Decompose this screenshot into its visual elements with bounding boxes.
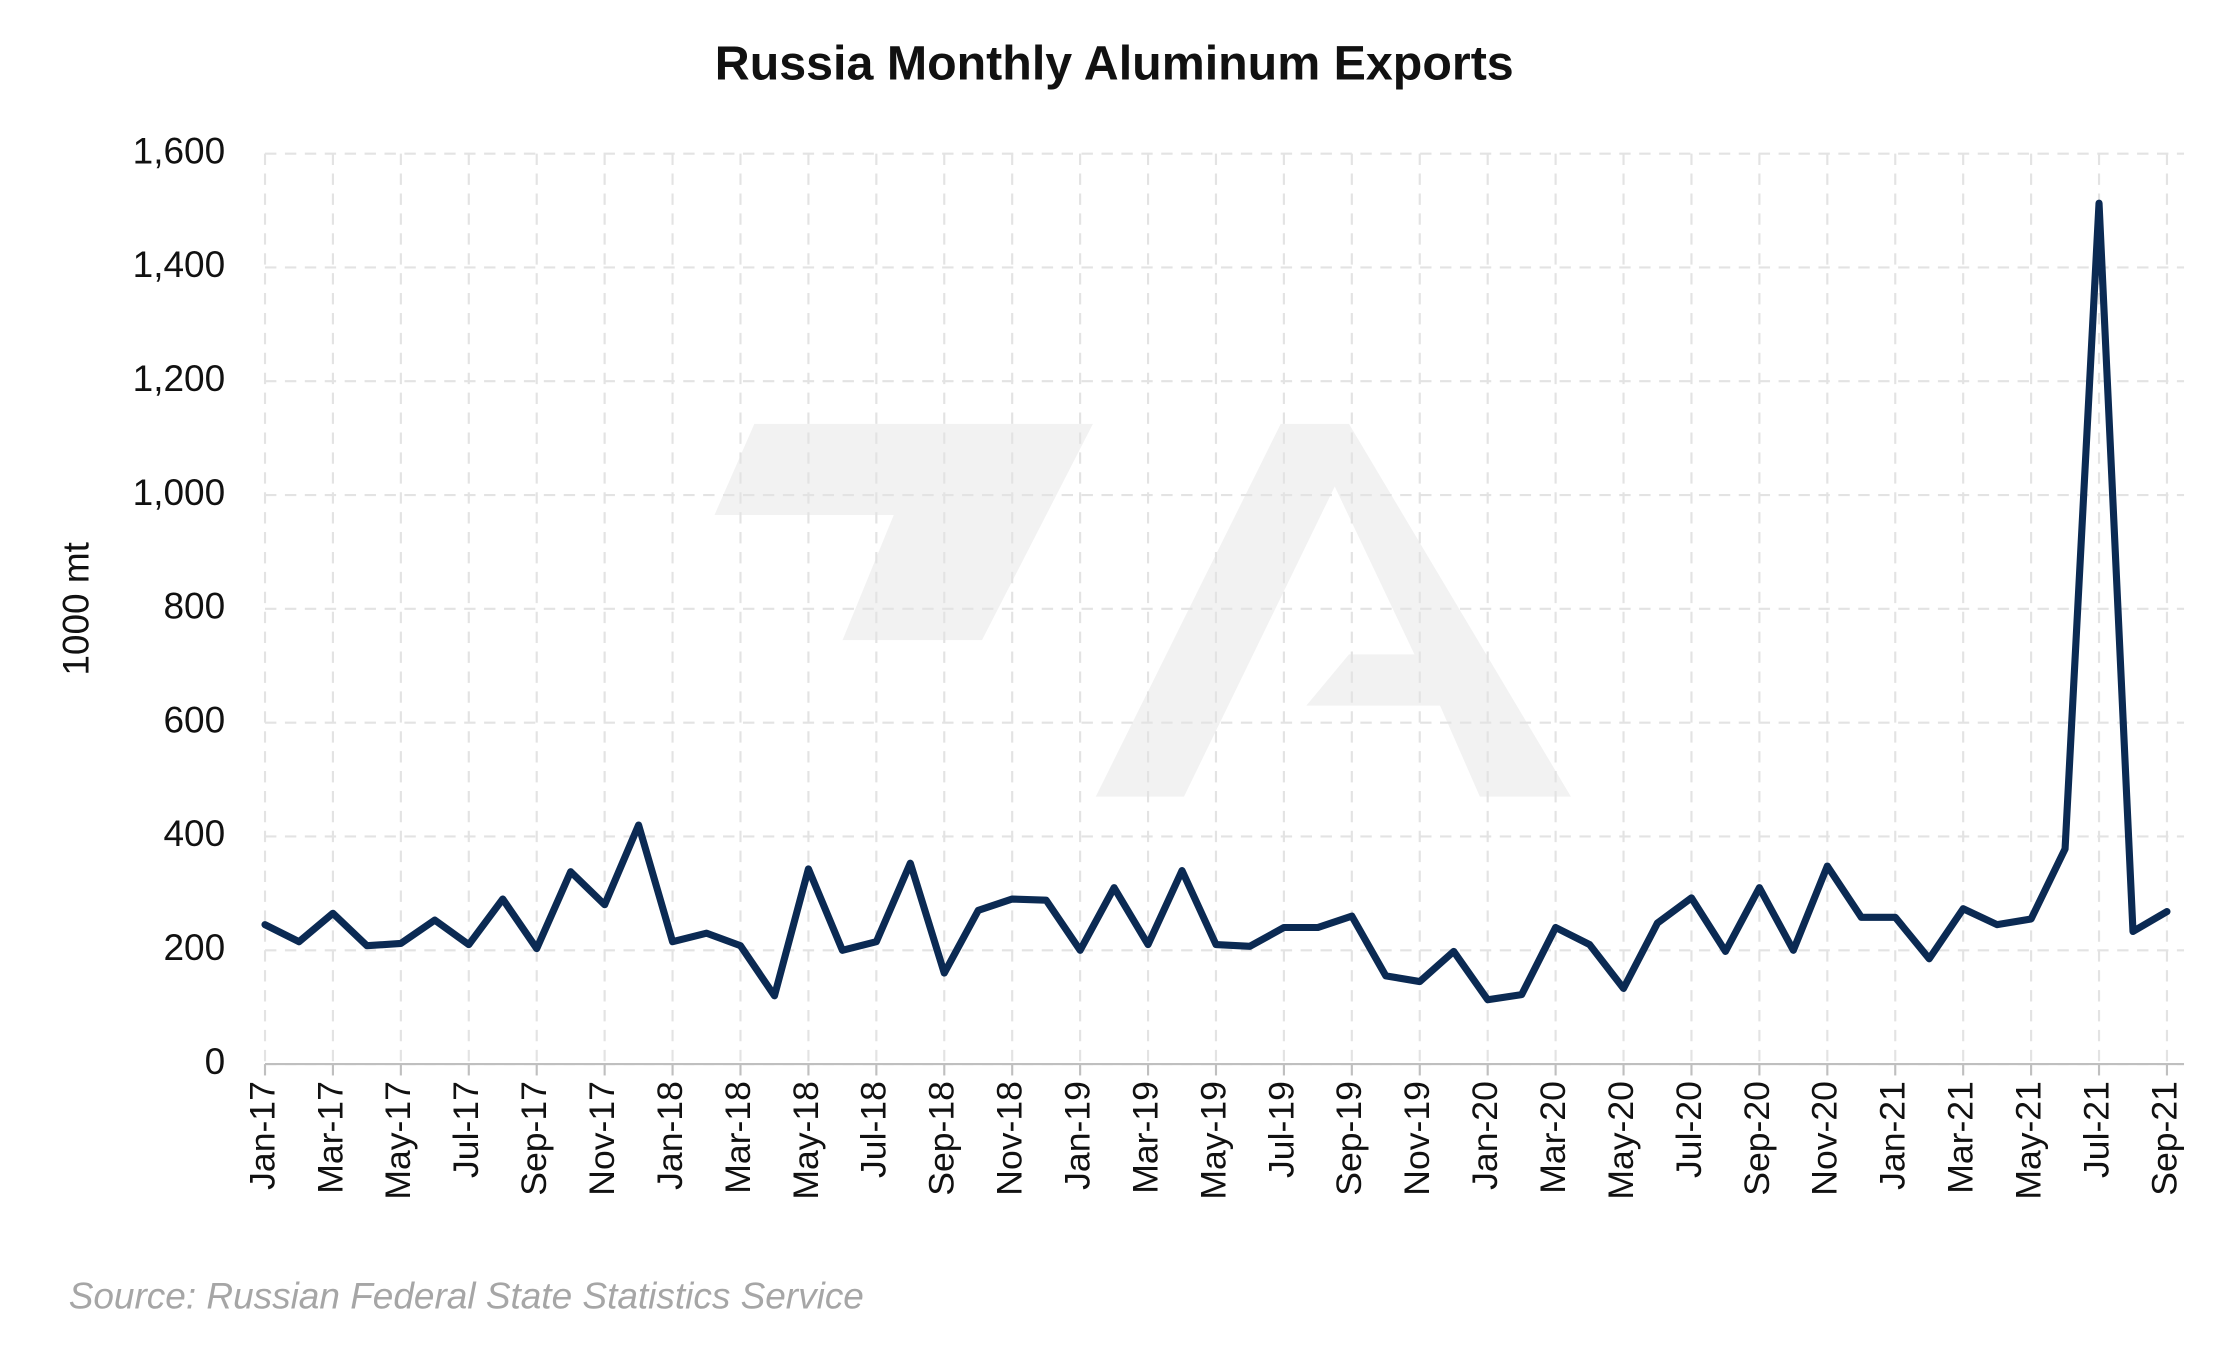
y-tick-label: 400 — [163, 813, 225, 854]
x-tick-label: Nov-20 — [1805, 1081, 1845, 1196]
x-tick-label: Jul-21 — [2076, 1081, 2116, 1178]
data-line — [261, 199, 2171, 1004]
x-tick-label: May-19 — [1193, 1081, 1233, 1200]
source-note: Source: Russian Federal State Statistics… — [69, 1276, 864, 1317]
x-tick-label: Nov-18 — [990, 1081, 1030, 1196]
y-axis-label: 1000 mt — [55, 542, 96, 676]
watermark — [714, 423, 1571, 797]
x-tick-label: May-20 — [1601, 1081, 1641, 1200]
x-tick-label: May-18 — [786, 1081, 826, 1200]
grid — [263, 152, 2185, 1076]
x-tick-label: May-17 — [378, 1081, 418, 1200]
x-tick-label: Nov-17 — [582, 1081, 622, 1196]
plot — [261, 199, 2171, 1004]
x-tick-label: Sep-19 — [1329, 1081, 1369, 1196]
x-tick-label: Jan-20 — [1465, 1081, 1505, 1190]
x-tick-label: Mar-19 — [1125, 1081, 1165, 1194]
x-tick-label: Jan-18 — [650, 1081, 690, 1190]
x-tick-label: Mar-17 — [310, 1081, 350, 1194]
y-tick-label: 0 — [205, 1041, 226, 1082]
chart-title: Russia Monthly Aluminum Exports — [715, 37, 1514, 91]
x-tick-label: Nov-19 — [1397, 1081, 1437, 1196]
x-tick-label: Sep-21 — [2144, 1081, 2184, 1196]
y-tick-label: 800 — [163, 586, 225, 627]
y-tick-label: 1,600 — [133, 130, 226, 171]
x-tick-label: Jan-19 — [1058, 1081, 1098, 1190]
y-tick-label: 1,200 — [133, 358, 226, 399]
y-tick-label: 1,000 — [133, 472, 226, 513]
x-tick-label: Jul-19 — [1261, 1081, 1301, 1178]
y-tick-label: 600 — [163, 699, 225, 740]
x-tick-label: Mar-21 — [1941, 1081, 1981, 1194]
x-tick-label: Mar-18 — [718, 1081, 758, 1194]
y-tick-label: 200 — [163, 927, 225, 968]
x-tick-label: Jul-17 — [446, 1081, 486, 1178]
x-tick-label: Jan-17 — [242, 1081, 282, 1190]
x-tick-label: Jul-18 — [854, 1081, 894, 1178]
x-tick-label: Mar-20 — [1533, 1081, 1573, 1194]
x-tick-label: Jul-20 — [1669, 1081, 1709, 1178]
x-tick-label: Jan-21 — [1873, 1081, 1913, 1190]
x-tick-label: Sep-18 — [922, 1081, 962, 1196]
x-tick-label: May-21 — [2008, 1081, 2048, 1200]
x-tick-label: Sep-20 — [1737, 1081, 1777, 1196]
y-tick-label: 1,400 — [133, 244, 226, 285]
x-tick-label: Sep-17 — [514, 1081, 554, 1196]
